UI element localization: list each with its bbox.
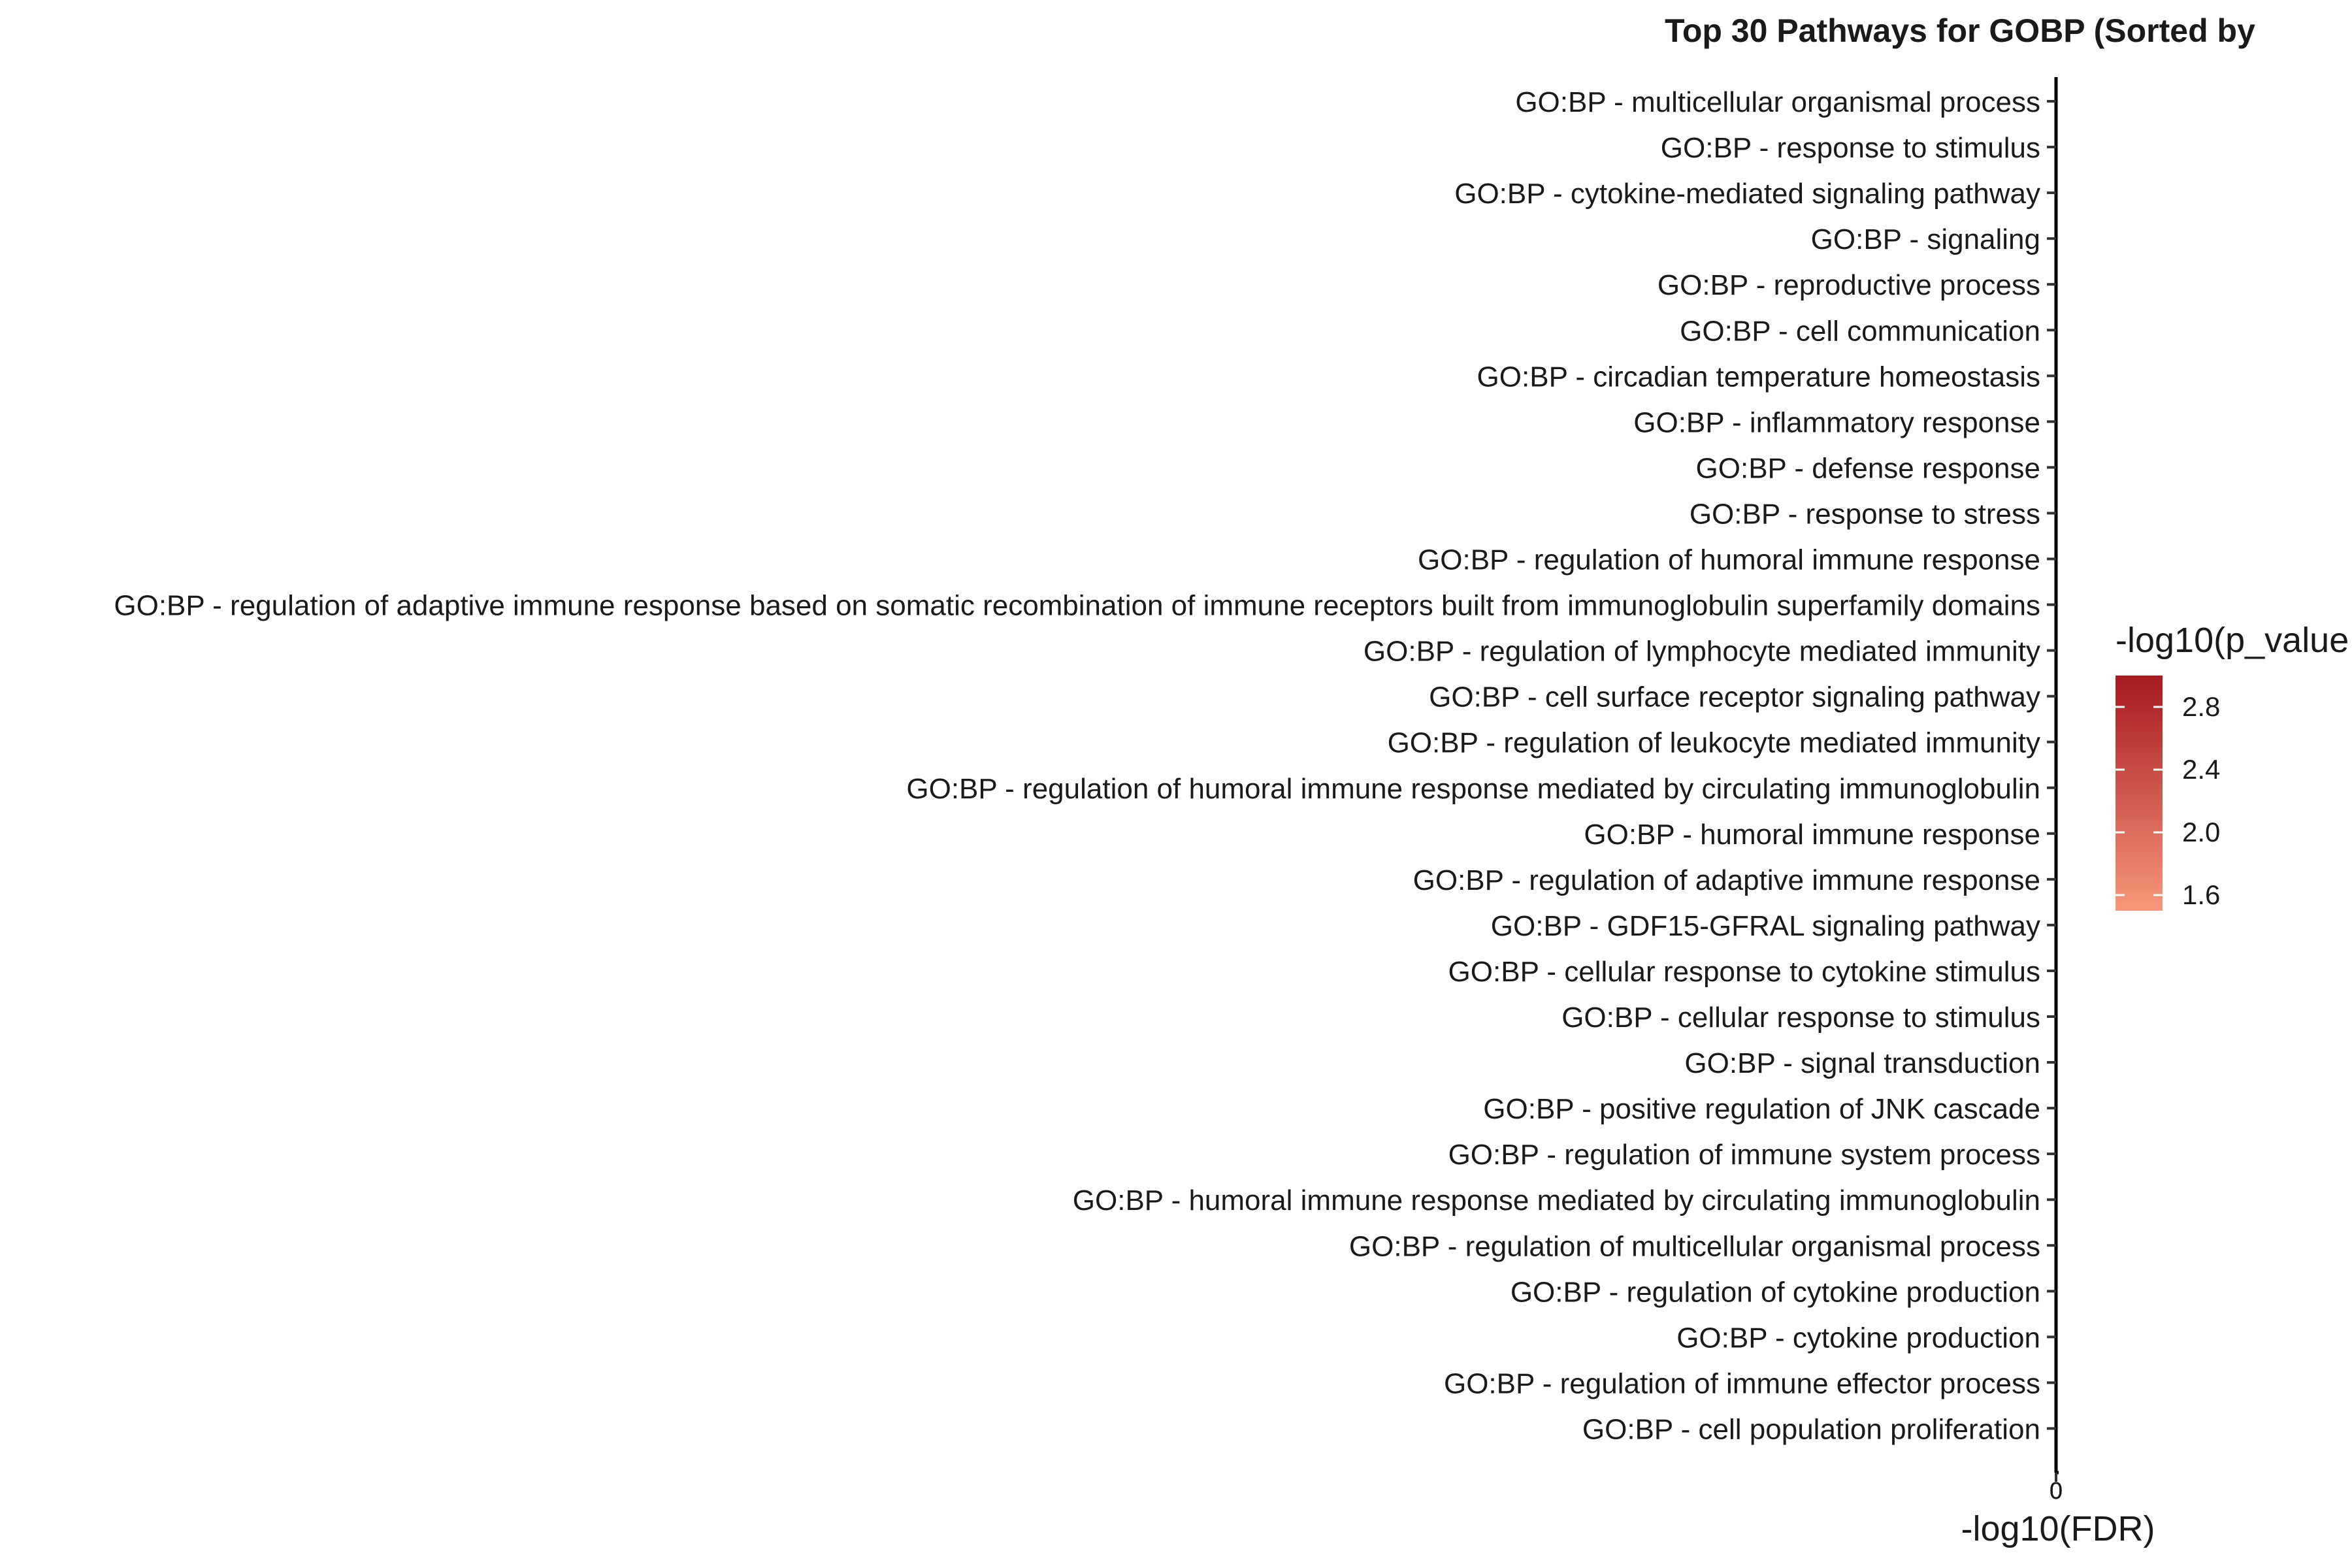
y-tick-label: GO:BP - cellular response to stimulus [1561, 1002, 2040, 1034]
y-tick-label: GO:BP - signal transduction [1684, 1047, 2040, 1079]
y-tick-label: GO:BP - inflammatory response [1633, 406, 2040, 438]
y-axis: GO:BP - multicellular organismal process… [114, 77, 2058, 1473]
y-tick-label: GO:BP - positive regulation of JNK casca… [1483, 1093, 2040, 1125]
y-tick-label: GO:BP - cytokine production [1676, 1322, 2040, 1354]
y-tick-label: GO:BP - multicellular organismal process [1515, 86, 2040, 118]
y-tick-label: GO:BP - regulation of immune system proc… [1448, 1139, 2040, 1171]
y-tick-label: GO:BP - reproductive process [1658, 269, 2040, 301]
legend-title: -log10(p_value [2115, 621, 2349, 660]
chart-title: Top 30 Pathways for GOBP (Sorted by [1665, 12, 2255, 49]
legend-tick-label: 2.4 [2182, 754, 2220, 785]
legend-tick-label: 2.8 [2182, 691, 2220, 722]
y-tick-label: GO:BP - regulation of lymphocyte mediate… [1364, 636, 2040, 668]
legend-tick-label: 2.0 [2182, 817, 2220, 847]
x-tick-label: 0 [2050, 1477, 2063, 1504]
x-tick-label: 0 [2050, 1477, 2063, 1504]
y-tick-label: GO:BP - humoral immune response mediated… [1073, 1184, 2040, 1217]
x-axis-label: -log10(FDR) [1961, 1509, 2155, 1548]
x-tick-label: 0 [2050, 1477, 2063, 1504]
y-tick-label: GO:BP - defense response [1696, 452, 2040, 484]
y-tick-label: GO:BP - regulation of humoral immune res… [906, 773, 2040, 805]
y-tick-label: GO:BP - cell surface receptor signaling … [1429, 681, 2040, 713]
y-tick-label: GO:BP - regulation of multicellular orga… [1349, 1230, 2040, 1262]
y-tick-label: GO:BP - regulation of humoral immune res… [1418, 544, 2040, 576]
y-tick-label: GO:BP - regulation of immune effector pr… [1444, 1367, 2040, 1399]
legend-colorbar [2115, 676, 2163, 911]
y-tick-label: GO:BP - cytokine-mediated signaling path… [1454, 178, 2040, 210]
y-tick-label: GO:BP - regulation of leukocyte mediated… [1388, 727, 2040, 759]
y-tick-label: GO:BP - response to stress [1690, 498, 2040, 530]
y-tick-label: GO:BP - humoral immune response [1584, 819, 2040, 851]
color-legend: -log10(p_value 2.8 2.4 2.0 1.6 [2115, 621, 2349, 911]
y-tick-label: GO:BP - GDF15-GFRAL signaling pathway [1491, 910, 2040, 942]
legend-tick-label: 1.6 [2182, 879, 2220, 910]
y-tick-label: GO:BP - cell population proliferation [1582, 1413, 2040, 1445]
x-tick-label: 0 [2050, 1477, 2063, 1504]
y-tick-label: GO:BP - regulation of adaptive immune re… [1413, 864, 2040, 896]
y-tick-label: GO:BP - regulation of cytokine productio… [1511, 1276, 2040, 1308]
y-tick-label: GO:BP - circadian temperature homeostasi… [1477, 361, 2040, 393]
y-tick-label: GO:BP - regulation of adaptive immune re… [114, 590, 2040, 622]
x-tick-label: 0 [2050, 1477, 2063, 1504]
y-tick-label: GO:BP - cell communication [1680, 315, 2040, 347]
y-tick-label: GO:BP - response to stimulus [1661, 132, 2040, 164]
y-tick-label: GO:BP - signaling [1811, 223, 2040, 255]
y-tick-label: GO:BP - cellular response to cytokine st… [1448, 956, 2040, 988]
